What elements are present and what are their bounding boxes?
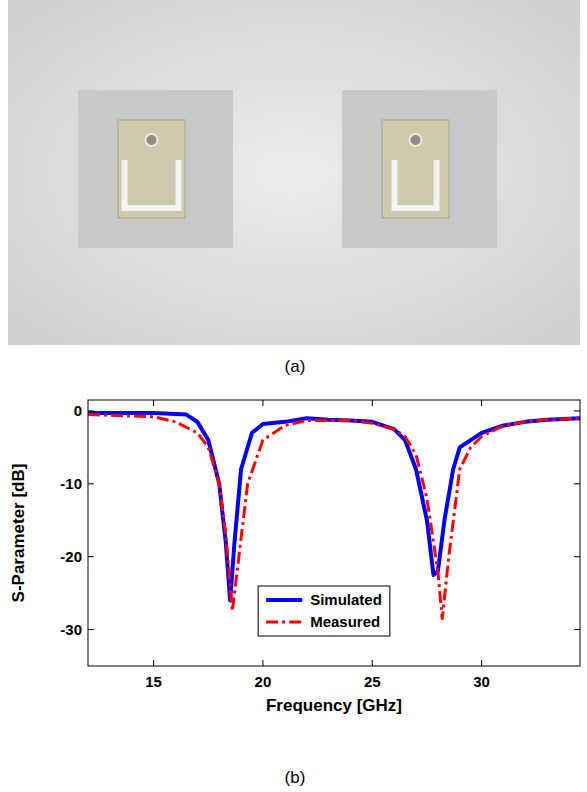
legend-swatch <box>266 598 302 602</box>
y-tick <box>88 556 94 557</box>
series-line <box>88 413 580 600</box>
x-axis-title: Frequency [GHz] <box>266 696 402 715</box>
x-tick <box>262 400 263 406</box>
y-tick <box>88 629 94 630</box>
chart: -30 -20 -10 0 15 20 25 30 Frequency [GHz] S-Param… <box>9 400 580 715</box>
x-tick-label: 15 <box>145 673 162 690</box>
legend-box <box>258 586 390 636</box>
x-tick <box>372 400 373 406</box>
antenna <box>342 90 497 248</box>
caption: (b) <box>285 768 306 787</box>
y-tick-label: -10 <box>60 475 82 492</box>
photo-background <box>8 0 580 345</box>
x-tick-label: 25 <box>364 673 381 690</box>
x-tick <box>481 400 482 406</box>
axes-frame <box>88 400 580 666</box>
y-tick-label: 0 <box>74 402 82 419</box>
figure: (a) -30 -20 -10 0 15 20 25 30 Frequency [GHz] S-Pa… <box>0 0 587 792</box>
substrate <box>342 90 497 248</box>
legend: Simulated Measured <box>258 586 390 636</box>
y-tick <box>574 410 580 411</box>
x-tick-label: 20 <box>255 673 272 690</box>
y-tick <box>574 556 580 557</box>
legend-label: Simulated <box>310 591 382 608</box>
x-tick <box>262 660 263 666</box>
plot-area <box>88 400 580 666</box>
feed <box>146 134 158 146</box>
photo <box>8 0 580 345</box>
u-slot <box>122 160 182 211</box>
u-slot <box>392 160 440 211</box>
y-tick <box>88 483 94 484</box>
y-axis-title: S-Parameter [dB] <box>9 464 28 603</box>
y-tick <box>574 483 580 484</box>
antenna <box>78 90 233 248</box>
x-tick <box>153 400 154 406</box>
x-tick-label: 30 <box>473 673 490 690</box>
y-tick <box>574 629 580 630</box>
x-tick <box>153 660 154 666</box>
x-tick <box>481 660 482 666</box>
legend-label: Measured <box>310 613 380 630</box>
legend-swatch <box>266 621 302 624</box>
substrate <box>78 90 233 248</box>
x-tick <box>372 660 373 666</box>
patch <box>382 120 449 218</box>
y-tick-label: -30 <box>60 621 82 638</box>
feed <box>410 134 422 146</box>
y-tick-label: -20 <box>60 548 82 565</box>
y-tick <box>88 410 94 411</box>
caption: (a) <box>285 357 306 376</box>
patch <box>118 120 185 218</box>
